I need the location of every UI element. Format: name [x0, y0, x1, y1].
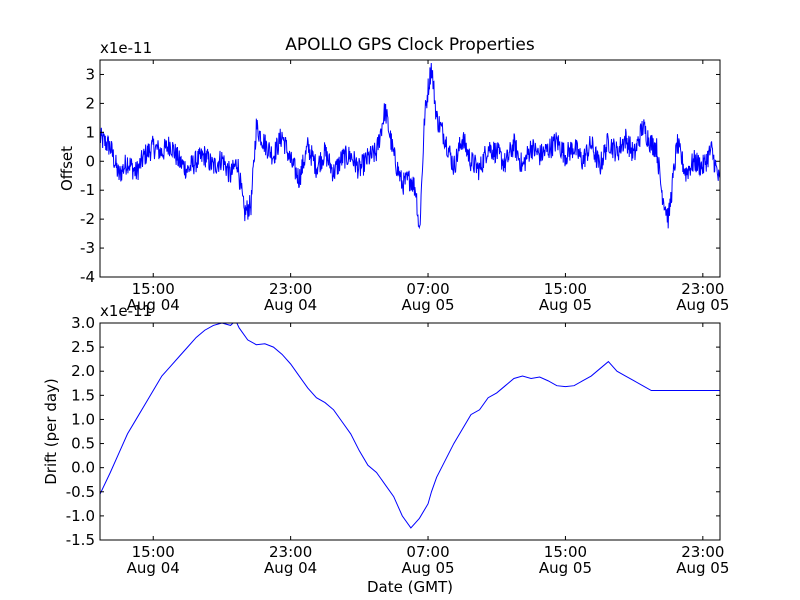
figure-title: APOLLO GPS Clock Properties	[285, 35, 535, 55]
x-tick-label-date: Aug 04	[264, 296, 317, 314]
x-tick-label-date: Aug 05	[676, 296, 729, 314]
x-tick-label-time: 23:00	[681, 280, 724, 298]
series-line	[100, 63, 720, 230]
y-tick-label: -1.0	[66, 507, 95, 525]
axes-frame	[99, 59, 721, 278]
y-tick-label: -1.5	[66, 531, 95, 549]
x-tick-label-date: Aug 05	[676, 559, 729, 577]
y-axis-label: Offset	[58, 146, 76, 191]
y-tick-label: -1	[80, 181, 95, 199]
y-tick-label: 2.5	[71, 338, 95, 356]
x-tick-label-time: 07:00	[406, 280, 449, 298]
y-tick-label: 0	[85, 152, 95, 170]
y-tick-label: 1.0	[71, 410, 95, 428]
x-tick-label-time: 15:00	[132, 280, 175, 298]
y-tick-label: 1	[85, 123, 95, 141]
x-tick-label-date: Aug 05	[539, 296, 592, 314]
y-tick-label: 1.5	[71, 386, 95, 404]
x-tick-label-date: Aug 05	[401, 559, 454, 577]
y-tick-label: 2.0	[71, 362, 95, 380]
series-line	[100, 323, 720, 529]
axis-scale-label: x1e-11	[100, 39, 152, 57]
y-tick-label: 3	[85, 65, 95, 83]
y-tick-label: 3.0	[71, 314, 95, 332]
drift-plot: -1.5-1.0-0.50.00.51.01.52.02.53.015:00Au…	[42, 302, 729, 596]
y-tick-label: -3	[80, 239, 95, 257]
y-tick-label: 0.0	[71, 459, 95, 477]
axes-frame	[99, 322, 721, 541]
x-tick-label-time: 23:00	[269, 543, 312, 561]
axis-scale-label: x1e-11	[100, 302, 152, 320]
y-axis-label: Drift (per day)	[42, 378, 60, 485]
y-tick-label: -4	[80, 268, 95, 286]
y-tick-label: 2	[85, 94, 95, 112]
x-tick-label-time: 07:00	[406, 543, 449, 561]
y-tick-label: -2	[80, 210, 95, 228]
x-tick-label-date: Aug 04	[264, 559, 317, 577]
x-tick-label-date: Aug 04	[127, 296, 180, 314]
x-tick-label-time: 23:00	[269, 280, 312, 298]
x-tick-label-time: 23:00	[681, 543, 724, 561]
y-tick-label: -0.5	[66, 483, 95, 501]
x-tick-label-time: 15:00	[544, 280, 587, 298]
x-tick-label-time: 15:00	[544, 543, 587, 561]
x-tick-label-time: 15:00	[132, 543, 175, 561]
x-tick-label-date: Aug 04	[127, 559, 180, 577]
x-axis-label: Date (GMT)	[367, 578, 453, 596]
x-tick-label-date: Aug 05	[539, 559, 592, 577]
x-tick-label-date: Aug 05	[401, 296, 454, 314]
y-tick-label: 0.5	[71, 435, 95, 453]
